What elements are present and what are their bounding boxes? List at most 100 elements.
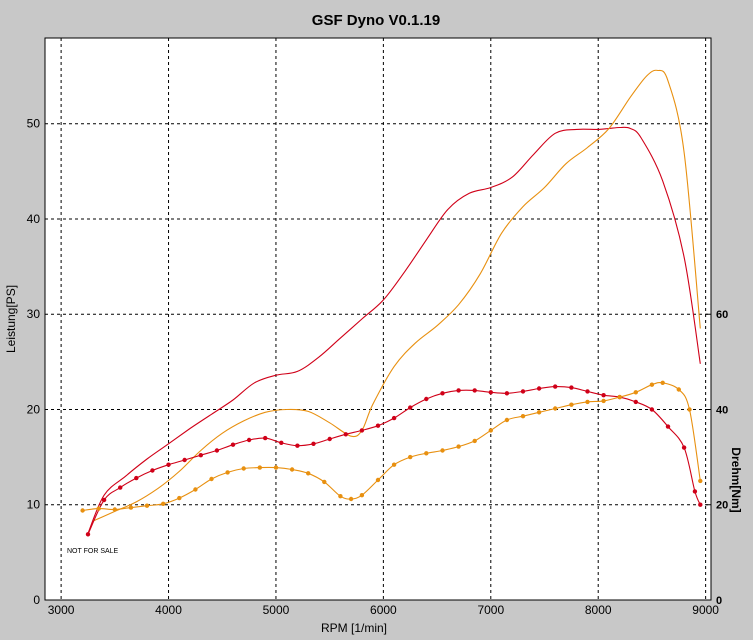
x-tick-label: 6000 [370,603,397,617]
data-point-torque-orange [359,493,365,498]
x-tick-label: 5000 [263,603,290,617]
y-axis-label: Leistung[PS] [4,285,18,353]
y2-tick-label: 60 [716,309,728,321]
data-point-torque-red [327,436,332,442]
data-point-torque-orange [601,398,606,404]
data-point-torque-red [343,432,348,437]
data-point-torque-red [230,442,236,447]
data-point-torque-orange [569,402,574,407]
data-point-torque-orange [424,451,429,456]
data-point-torque-orange [306,471,311,476]
data-point-torque-orange [536,410,542,415]
data-point-torque-red [182,457,187,463]
data-point-torque-red [665,424,671,429]
y2-axis-label: Drehm[Nm] [729,447,743,512]
data-point-torque-red [214,448,220,453]
data-point-torque-red [488,390,493,395]
data-point-torque-orange [80,508,85,513]
data-point-torque-red [536,386,542,391]
data-point-torque-red [472,388,477,393]
data-point-torque-red [359,428,365,433]
x-tick-label: 9000 [692,603,719,617]
data-point-torque-orange [322,479,327,485]
data-point-torque-red [504,391,510,396]
data-point-torque-orange [257,465,262,470]
y2-tick-label: 40 [716,404,728,416]
data-point-torque-red [134,475,139,481]
y-tick-label: 20 [27,402,41,416]
plot-area [44,37,712,601]
data-point-torque-orange [161,501,166,506]
data-point-torque-red [246,437,252,443]
data-point-torque-orange [338,494,343,499]
data-point-torque-orange [553,406,558,411]
data-point-torque-red [198,453,203,458]
data-point-torque-orange [633,390,638,395]
data-point-torque-red [118,485,123,490]
data-point-torque-orange [241,466,246,471]
data-point-torque-orange [96,506,101,511]
data-point-torque-red [311,441,316,446]
data-point-torque-orange [687,407,692,412]
data-point-torque-red [585,389,590,394]
series-line-power-orange [93,69,701,522]
data-point-torque-red [424,396,429,402]
data-point-torque-orange [225,470,230,475]
data-point-torque-red [85,532,91,537]
data-point-torque-orange [408,454,413,460]
data-point-torque-orange [676,387,681,392]
data-point-torque-red [408,405,413,410]
data-point-torque-orange [617,394,622,400]
data-point-torque-orange [177,495,182,501]
data-point-torque-red [166,462,171,467]
data-point-torque-red [633,399,638,405]
data-point-torque-red [456,388,461,393]
data-point-torque-orange [585,399,590,405]
data-point-torque-orange [649,382,655,387]
y2-tick-label: 20 [716,500,728,512]
data-point-torque-orange [698,478,703,484]
data-point-torque-red [375,423,381,428]
grid-lines [45,38,711,600]
y-tick-label: 40 [27,212,41,226]
y-tick-label: 0 [33,593,40,607]
not-for-sale-annotation: NOT FOR SALE [67,548,119,555]
chart-title: GSF Dyno V0.1.19 [312,12,440,29]
data-point-torque-red [391,415,397,421]
tick-labels: 3000 4000 5000 6000 7000 8000 9000010203040500… [27,117,729,617]
data-point-torque-red [649,407,655,412]
data-point-torque-orange [348,496,354,502]
x-tick-label: 4000 [155,603,182,617]
x-tick-label: 3000 [48,603,75,617]
data-point-torque-red [101,497,107,503]
data-point-torque-orange [504,417,510,423]
data-point-torque-orange [440,448,445,453]
data-point-torque-red [440,391,445,396]
data-point-torque-red [601,393,606,398]
data-point-torque-red [698,502,703,507]
data-point-torque-orange [209,476,214,482]
series-line-power-red [87,126,701,534]
series-layer [80,69,703,537]
x-tick-label: 7000 [477,603,504,617]
data-point-torque-red [295,443,300,448]
data-point-torque-orange [488,428,493,433]
data-point-torque-red [150,468,155,473]
data-point-torque-red [569,385,574,390]
x-tick-label: 8000 [585,603,612,617]
data-point-torque-orange [112,507,118,512]
data-point-torque-orange [660,380,665,385]
y-tick-label: 10 [27,498,41,512]
data-point-torque-red [553,384,558,389]
data-point-torque-red [279,440,284,445]
data-point-torque-red [520,389,526,394]
y-tick-label: 30 [27,307,41,321]
data-point-torque-orange [289,467,295,472]
data-point-torque-orange [472,438,477,444]
data-point-torque-orange [456,444,461,449]
data-point-torque-orange [391,462,397,467]
series-line-torque-red [87,386,701,535]
data-point-torque-orange [144,503,150,508]
data-point-torque-orange [375,477,381,483]
